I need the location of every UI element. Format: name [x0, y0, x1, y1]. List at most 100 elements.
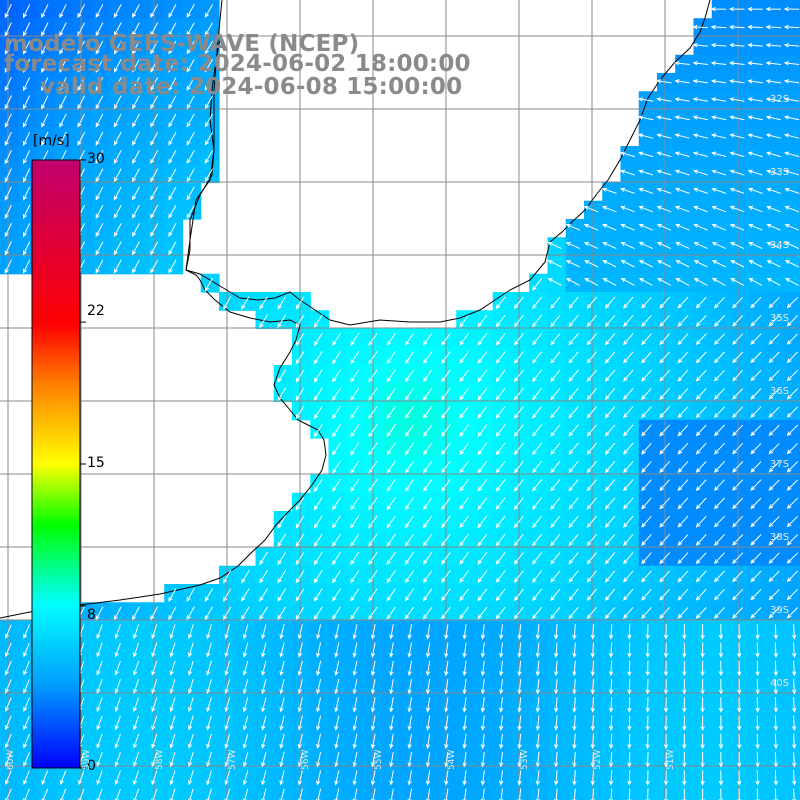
wind-arrow [404, 497, 415, 511]
wind-arrow [659, 533, 671, 546]
wind-arrow [132, 4, 140, 19]
wind-arrow [169, 733, 176, 749]
wind-arrow [168, 259, 177, 274]
wind-arrow [477, 460, 488, 474]
wind-arrow [113, 77, 122, 92]
wind-arrow [368, 332, 378, 347]
wind-arrow [150, 606, 159, 621]
wind-arrow [441, 369, 451, 383]
wind-arrow [747, 61, 763, 66]
wind-arrow [623, 533, 634, 547]
wind-arrow [404, 478, 415, 492]
wind-arrow [695, 497, 707, 510]
wind-arrow [729, 115, 745, 121]
wind-arrow [695, 315, 707, 327]
wind-arrow [133, 733, 140, 749]
wind-arrow [768, 333, 780, 345]
wind-arrow [623, 460, 634, 474]
wind-arrow [368, 515, 378, 529]
wind-arrow [620, 278, 635, 286]
wind-arrow [786, 315, 799, 327]
wind-arrow [750, 369, 762, 382]
wind-arrow [204, 131, 214, 146]
wind-arrow [41, 40, 49, 55]
wind-arrow [755, 660, 760, 677]
wind-arrow [204, 95, 214, 110]
wind-arrow [586, 497, 597, 510]
wind-arrow [747, 187, 763, 194]
wind-arrow [718, 697, 724, 713]
wind-arrow [96, 624, 103, 640]
wind-arrow [768, 515, 780, 528]
wind-arrow [4, 95, 12, 110]
wind-arrow [169, 624, 176, 640]
wind-arrow [352, 788, 358, 800]
wind-arrow [96, 697, 103, 713]
wind-arrow [4, 624, 12, 639]
wind-arrow [23, 679, 30, 694]
wind-arrow [700, 660, 705, 677]
wind-arrow [584, 260, 599, 268]
wind-arrow [783, 79, 800, 84]
colorbar-tick-0: 0 [87, 758, 96, 774]
wind-arrow [732, 461, 744, 473]
wind-arrow [168, 588, 177, 603]
wind-arrow [224, 660, 231, 676]
wind-arrow [553, 751, 559, 768]
wind-arrow [499, 770, 504, 786]
wind-arrow [77, 113, 86, 128]
wind-arrow [150, 241, 159, 256]
wind-arrow [784, 223, 800, 231]
wind-arrow [444, 642, 449, 658]
wind-arrow [623, 442, 634, 455]
lon-label-53w: 53W [520, 749, 530, 770]
wind-arrow [4, 752, 12, 767]
wind-arrow [641, 442, 652, 455]
wind-arrow [295, 497, 305, 511]
wind-arrow [277, 588, 287, 602]
wind-arrow [425, 697, 431, 713]
wind-arrow [711, 223, 727, 231]
wind-arrow [532, 424, 543, 437]
wind-arrow [765, 79, 782, 84]
wind-arrow [765, 24, 782, 30]
wind-arrow [4, 697, 12, 712]
wind-arrow [480, 788, 486, 800]
wind-arrow [495, 296, 506, 310]
wind-arrow [791, 624, 797, 640]
wind-arrow [368, 460, 378, 474]
wind-arrow [602, 260, 617, 268]
wind-arrow [187, 660, 194, 676]
wind-arrow [700, 752, 705, 768]
wind-arrow [532, 296, 543, 310]
wind-arrow [404, 405, 415, 419]
wind-arrow [783, 97, 800, 102]
wind-arrow [41, 77, 49, 92]
wind-arrow [590, 751, 595, 768]
wind-arrow [604, 424, 616, 437]
wind-arrow [586, 460, 597, 474]
wind-arrow [23, 642, 30, 658]
wind-arrow [459, 533, 470, 547]
wind-arrow [114, 624, 121, 640]
wind-arrow [768, 406, 780, 418]
lat-label-33s: 33S [770, 167, 790, 178]
wind-arrow [422, 478, 433, 492]
wind-arrow [477, 314, 488, 328]
wind-arrow [677, 351, 689, 364]
wind-arrow [150, 223, 159, 238]
wind-arrow [334, 678, 340, 695]
wind-arrow [553, 697, 559, 713]
wind-arrow [718, 715, 724, 732]
wind-arrow [206, 752, 212, 768]
wind-arrow [386, 405, 396, 419]
wind-arrow [151, 770, 158, 786]
wind-arrow [674, 151, 690, 158]
wind-arrow [656, 187, 672, 194]
wind-arrow [386, 588, 396, 602]
wind-arrow [441, 533, 451, 547]
wind-arrow [422, 533, 433, 547]
wind-arrow [186, 606, 195, 621]
wind-arrow [513, 369, 524, 383]
wind-arrow [386, 460, 396, 474]
